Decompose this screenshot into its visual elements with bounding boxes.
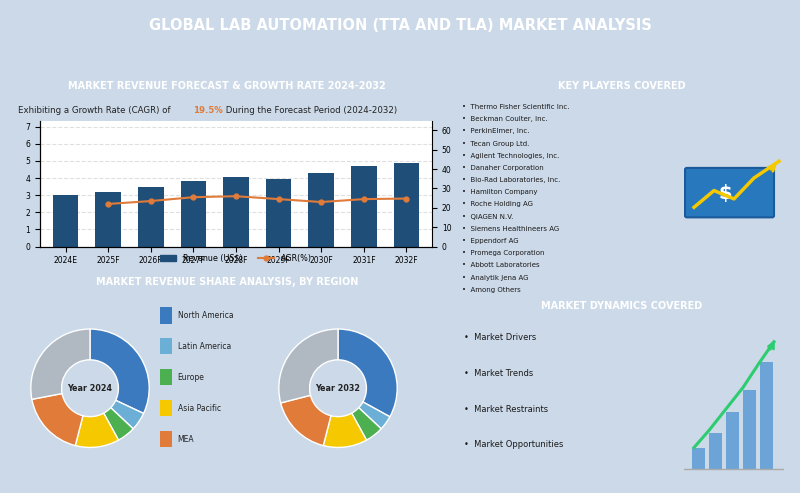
- Wedge shape: [323, 413, 366, 448]
- Bar: [160, 431, 173, 447]
- Text: •  Roche Holding AG: • Roche Holding AG: [462, 202, 534, 208]
- Text: •  Market Drivers: • Market Drivers: [464, 333, 537, 342]
- Wedge shape: [352, 408, 381, 440]
- Text: •  Hamilton Company: • Hamilton Company: [462, 189, 538, 195]
- Text: •  Among Others: • Among Others: [462, 287, 521, 293]
- Wedge shape: [75, 413, 118, 448]
- Text: •  Beckman Coulter, Inc.: • Beckman Coulter, Inc.: [462, 116, 548, 122]
- Wedge shape: [90, 329, 149, 414]
- Bar: [138, 187, 163, 246]
- Text: 19.5%: 19.5%: [193, 106, 223, 115]
- Text: Year 2024: Year 2024: [67, 384, 113, 393]
- Bar: [95, 192, 121, 246]
- Bar: [53, 195, 78, 246]
- Text: •  Tecan Group Ltd.: • Tecan Group Ltd.: [462, 141, 530, 146]
- Text: •  Abbott Laboratories: • Abbott Laboratories: [462, 262, 540, 268]
- Text: Exhibiting a Growth Rate (CAGR) of: Exhibiting a Growth Rate (CAGR) of: [18, 106, 174, 115]
- Bar: [160, 369, 173, 386]
- Bar: [726, 412, 739, 469]
- Text: •  PerkinElmer, Inc.: • PerkinElmer, Inc.: [462, 129, 530, 135]
- Wedge shape: [31, 329, 90, 399]
- Bar: [760, 362, 773, 469]
- Bar: [309, 173, 334, 246]
- Text: GLOBAL LAB AUTOMATION (TTA AND TLA) MARKET ANALYSIS: GLOBAL LAB AUTOMATION (TTA AND TLA) MARK…: [149, 18, 651, 34]
- Text: During the Forecast Period (2024-2032): During the Forecast Period (2024-2032): [222, 106, 397, 115]
- Text: MARKET DYNAMICS COVERED: MARKET DYNAMICS COVERED: [542, 301, 702, 311]
- Wedge shape: [32, 393, 83, 446]
- Bar: [709, 433, 722, 469]
- Wedge shape: [281, 395, 331, 446]
- Bar: [160, 338, 173, 354]
- Bar: [394, 163, 419, 246]
- Text: •  Danaher Corporation: • Danaher Corporation: [462, 165, 544, 171]
- Wedge shape: [279, 329, 338, 403]
- Bar: [743, 390, 756, 469]
- Bar: [351, 166, 377, 246]
- Text: •  Thermo Fisher Scientific Inc.: • Thermo Fisher Scientific Inc.: [462, 104, 570, 110]
- Text: KEY PLAYERS COVERED: KEY PLAYERS COVERED: [558, 81, 686, 91]
- Text: •  Analytik Jena AG: • Analytik Jena AG: [462, 275, 529, 281]
- Text: •  Market Restraints: • Market Restraints: [464, 405, 549, 414]
- Text: $: $: [719, 183, 733, 203]
- Bar: [692, 448, 705, 469]
- Text: North America: North America: [178, 311, 234, 320]
- Bar: [160, 307, 173, 323]
- Wedge shape: [358, 402, 390, 429]
- Legend: Revenue (US$), AGR(%): Revenue (US$), AGR(%): [157, 250, 315, 266]
- Wedge shape: [110, 400, 143, 429]
- Text: •  Eppendorf AG: • Eppendorf AG: [462, 238, 519, 244]
- Bar: [266, 179, 291, 246]
- Bar: [160, 400, 173, 416]
- Text: •  QIAGEN N.V.: • QIAGEN N.V.: [462, 213, 514, 220]
- Text: MEA: MEA: [178, 434, 194, 444]
- Text: •  Agilent Technologies, Inc.: • Agilent Technologies, Inc.: [462, 153, 560, 159]
- Text: MARKET REVENUE FORECAST & GROWTH RATE 2024-2032: MARKET REVENUE FORECAST & GROWTH RATE 20…: [68, 81, 386, 91]
- Text: Year 2032: Year 2032: [315, 384, 361, 393]
- Text: •  Market Opportunities: • Market Opportunities: [464, 440, 564, 450]
- Text: •  Promega Corporation: • Promega Corporation: [462, 250, 545, 256]
- Text: •  Market Trends: • Market Trends: [464, 369, 534, 378]
- Bar: [223, 177, 249, 246]
- Text: •  Siemens Healthineers AG: • Siemens Healthineers AG: [462, 226, 559, 232]
- Bar: [181, 180, 206, 246]
- Wedge shape: [104, 408, 133, 440]
- Text: •  Bio-Rad Laboratories, Inc.: • Bio-Rad Laboratories, Inc.: [462, 177, 561, 183]
- Wedge shape: [338, 329, 397, 417]
- FancyBboxPatch shape: [685, 168, 774, 217]
- Text: Latin America: Latin America: [178, 342, 231, 351]
- Text: Europe: Europe: [178, 373, 205, 382]
- Text: Asia Pacific: Asia Pacific: [178, 404, 221, 413]
- Text: MARKET REVENUE SHARE ANALYSIS, BY REGION: MARKET REVENUE SHARE ANALYSIS, BY REGION: [96, 277, 358, 286]
